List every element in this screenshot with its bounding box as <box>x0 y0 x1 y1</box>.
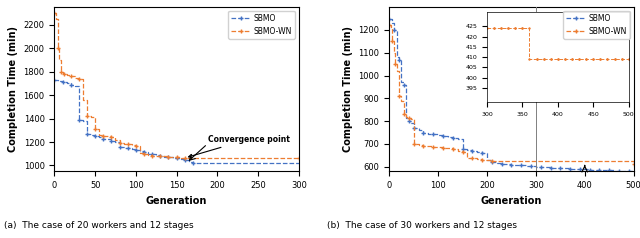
Y-axis label: Completion Time (min): Completion Time (min) <box>8 26 18 152</box>
SBMO <box>424 131 432 134</box>
SBMO-WN <box>51 12 58 15</box>
SBMO-WN <box>295 157 303 159</box>
SBMO <box>185 161 193 164</box>
SBMO-WN <box>408 116 415 119</box>
SBMO-WN <box>99 134 107 136</box>
Line: SBMO-WN: SBMO-WN <box>387 24 636 166</box>
Line: SBMO: SBMO <box>387 17 636 173</box>
SBMO <box>517 164 525 167</box>
SBMO <box>54 80 62 83</box>
Y-axis label: Completion Time (min): Completion Time (min) <box>343 26 353 152</box>
X-axis label: Generation: Generation <box>146 196 207 206</box>
SBMO <box>120 146 127 149</box>
SBMO <box>189 162 196 165</box>
Text: (a)  The case of 20 workers and 12 stages: (a) The case of 20 workers and 12 stages <box>4 222 194 230</box>
SBMO-WN <box>439 146 447 149</box>
X-axis label: Generation: Generation <box>481 196 542 206</box>
SBMO <box>51 79 58 81</box>
SBMO <box>385 17 393 20</box>
Legend: SBMO, SBMO-WN: SBMO, SBMO-WN <box>563 11 630 39</box>
SBMO <box>429 133 437 136</box>
SBMO <box>630 170 637 173</box>
SBMO-WN <box>120 142 127 145</box>
SBMO <box>620 170 628 173</box>
Line: SBMO: SBMO <box>52 78 301 165</box>
SBMO-WN <box>67 74 74 77</box>
SBMO <box>92 134 99 137</box>
Legend: SBMO, SBMO-WN: SBMO, SBMO-WN <box>228 11 295 39</box>
SBMO <box>295 162 303 165</box>
SBMO <box>161 154 168 157</box>
SBMO <box>136 150 144 153</box>
SBMO-WN <box>385 24 393 27</box>
SBMO <box>463 147 471 150</box>
SBMO-WN <box>104 134 111 137</box>
Line: SBMO-WN: SBMO-WN <box>52 11 301 160</box>
SBMO-WN <box>185 157 193 159</box>
SBMO-WN <box>478 159 486 161</box>
SBMO-WN <box>429 145 437 148</box>
Text: (b)  The case of 30 workers and 12 stages: (b) The case of 30 workers and 12 stages <box>328 222 517 230</box>
Text: Convergence point: Convergence point <box>189 135 289 158</box>
SBMO-WN <box>395 95 403 98</box>
SBMO-WN <box>87 115 95 118</box>
SBMO-WN <box>397 99 405 102</box>
SBMO <box>625 170 632 173</box>
SBMO-WN <box>630 162 637 165</box>
SBMO-WN <box>87 115 95 118</box>
SBMO <box>488 159 496 161</box>
